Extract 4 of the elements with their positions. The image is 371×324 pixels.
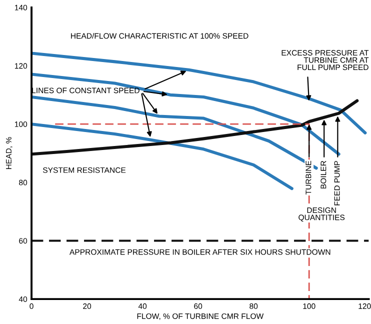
line-series — [32, 52, 367, 134]
line-series — [32, 72, 340, 156]
line-series — [32, 122, 294, 190]
line-series — [32, 99, 359, 156]
